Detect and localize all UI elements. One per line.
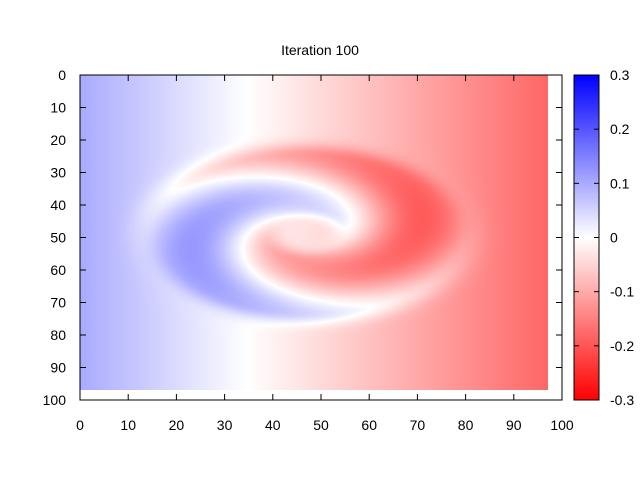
y-tick-label: 0 <box>58 67 66 83</box>
colorbar-tick-label: 0.2 <box>610 121 630 137</box>
y-tick-label: 10 <box>50 100 66 116</box>
x-tick-label: 60 <box>361 417 377 433</box>
x-axis: 0 10 20 30 40 50 60 70 80 90 100 <box>76 75 574 433</box>
y-tick-label: 100 <box>43 392 67 408</box>
x-tick-label: 70 <box>410 417 426 433</box>
x-tick-label: 80 <box>458 417 474 433</box>
y-tick-label: 20 <box>50 132 66 148</box>
heatmap-plot-area <box>80 75 548 390</box>
y-tick-label: 50 <box>50 230 66 246</box>
x-tick-label: 40 <box>265 417 281 433</box>
colorbar: 0.3 0.2 0.1 0 -0.1 -0.2 -0.3 <box>573 67 634 408</box>
x-tick-label: 90 <box>506 417 522 433</box>
x-tick-label: 20 <box>169 417 185 433</box>
x-tick-label: 100 <box>550 417 574 433</box>
colorbar-tick-label: -0.1 <box>610 284 634 300</box>
x-tick-label: 0 <box>76 417 84 433</box>
y-tick-label: 90 <box>50 360 66 376</box>
y-tick-label: 80 <box>50 327 66 343</box>
colorbar-tick-label: 0.3 <box>610 67 630 83</box>
x-tick-label: 50 <box>313 417 329 433</box>
x-tick-label: 10 <box>120 417 136 433</box>
y-tick-label: 60 <box>50 262 66 278</box>
y-tick-label: 70 <box>50 295 66 311</box>
y-tick-label: 40 <box>50 197 66 213</box>
colorbar-tick-label: -0.3 <box>610 392 634 408</box>
colorbar-tick-label: -0.2 <box>610 338 634 354</box>
x-tick-label: 30 <box>217 417 233 433</box>
colorbar-tick-label: 0 <box>610 230 618 246</box>
y-axis: 0 10 20 30 40 50 60 70 80 90 100 <box>43 67 562 408</box>
heatmap-image <box>80 75 548 390</box>
y-tick-label: 30 <box>50 165 66 181</box>
colorbar-tick-label: 0.1 <box>610 175 630 191</box>
chart-title: Iteration 100 <box>281 42 359 58</box>
